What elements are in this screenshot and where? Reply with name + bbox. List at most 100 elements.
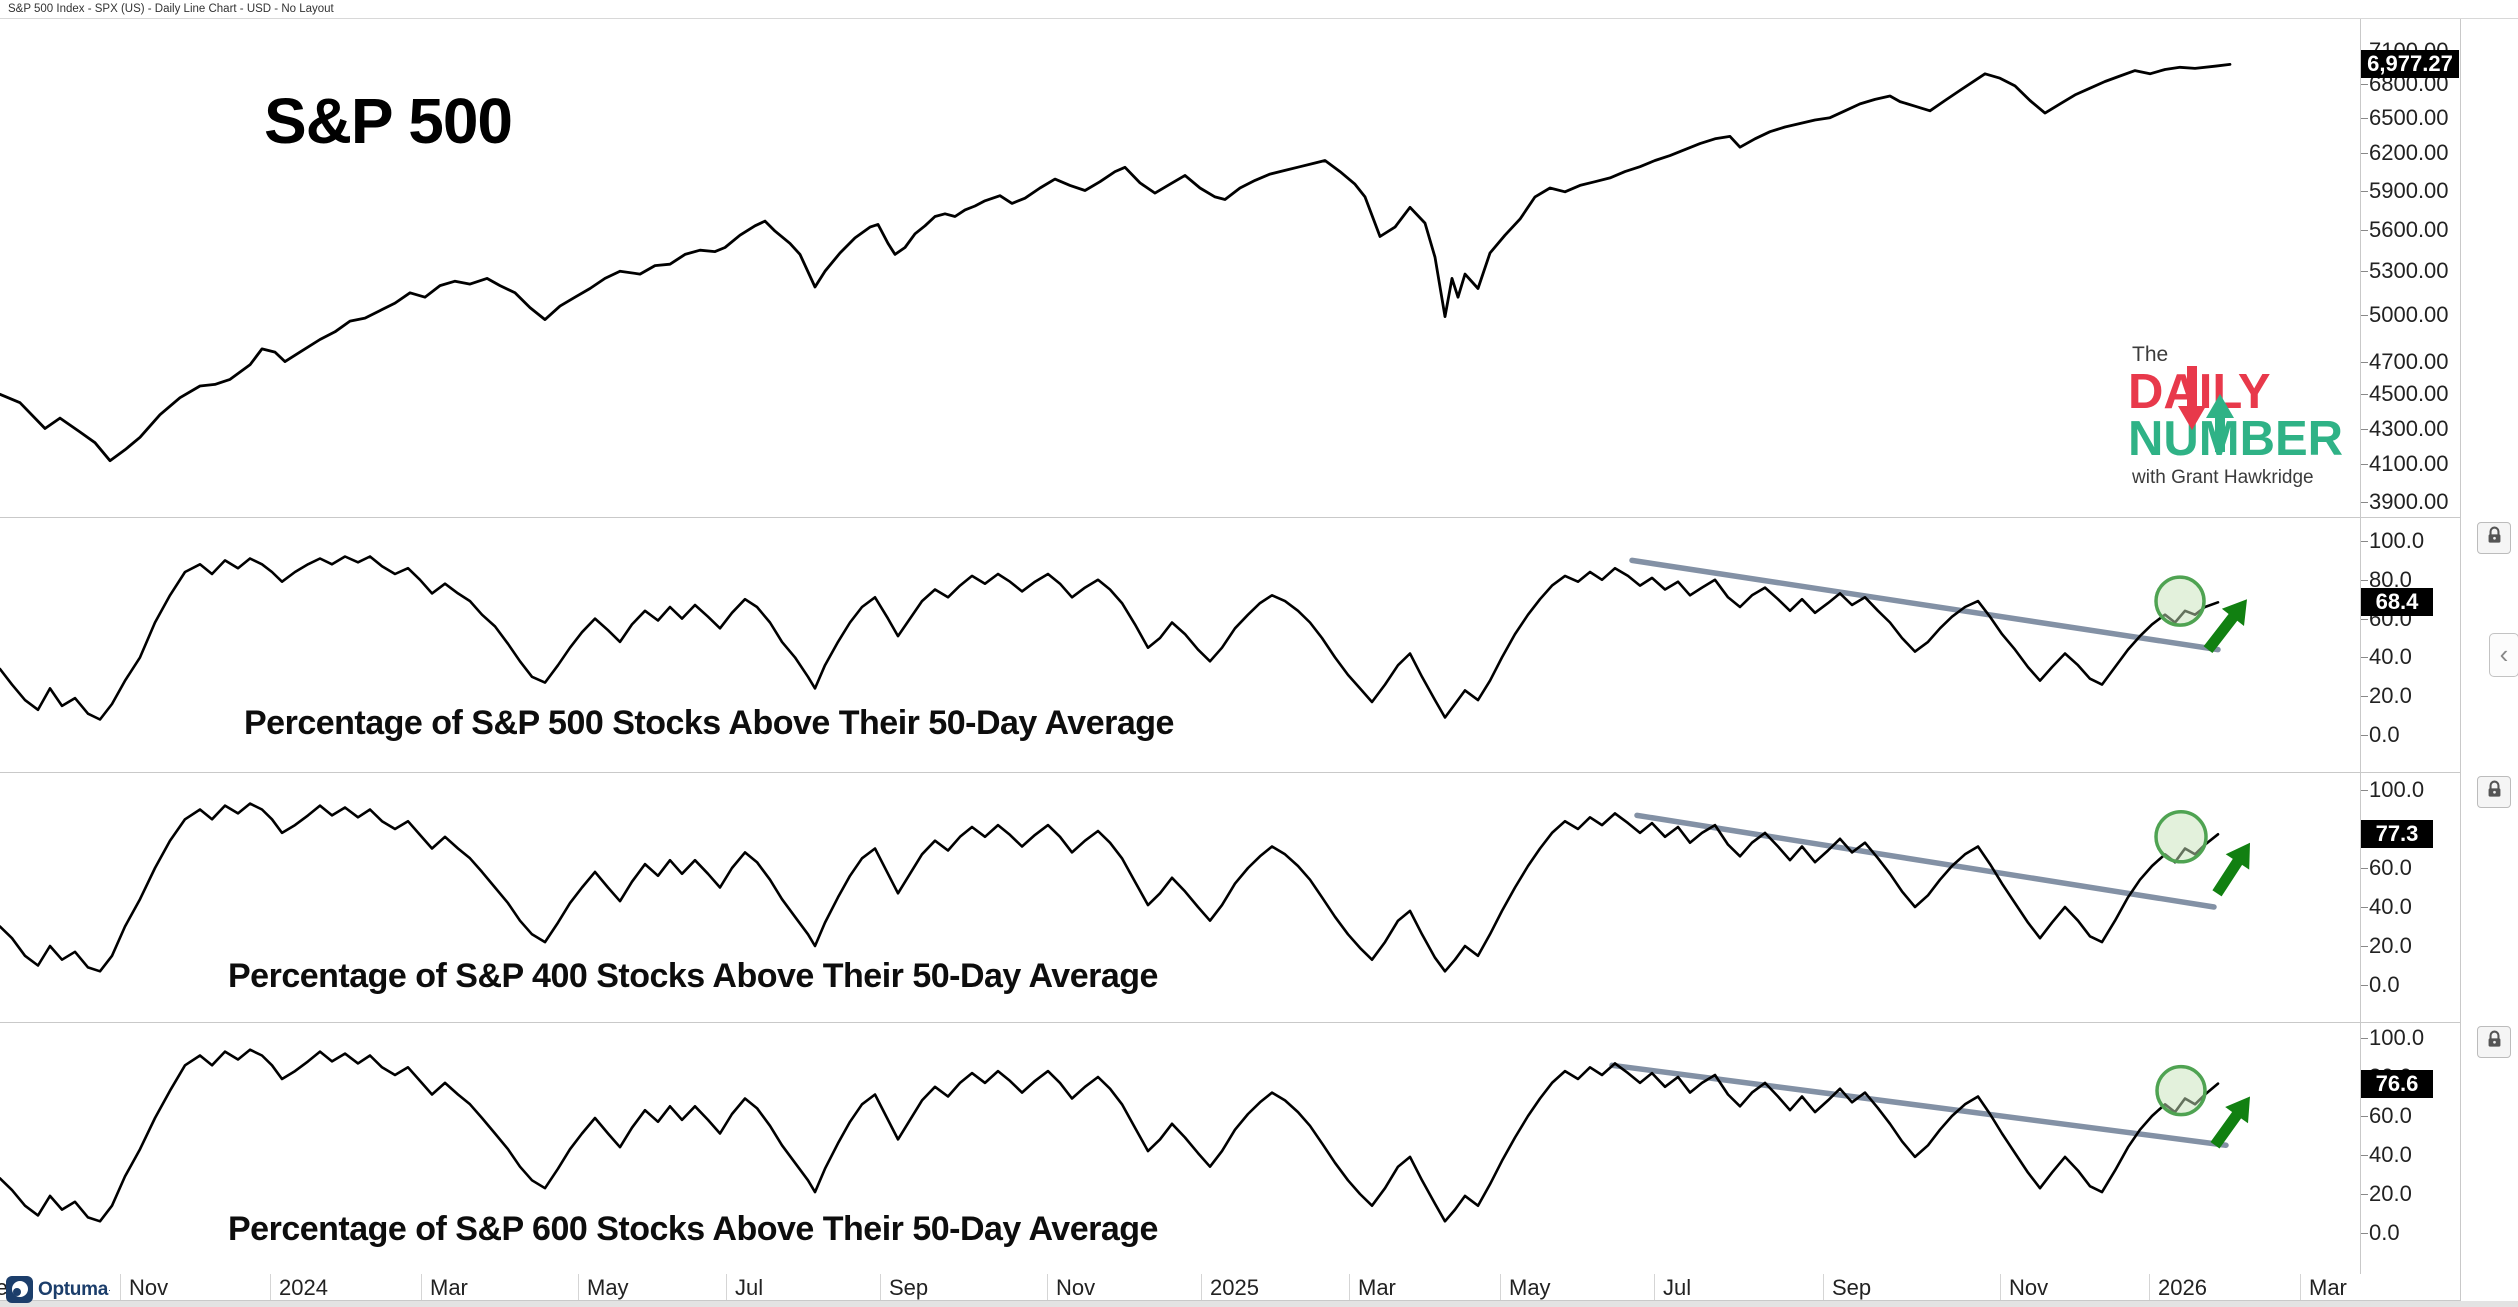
- x-axis-tick: [1500, 1274, 1501, 1300]
- y-axis-tick: [2361, 618, 2368, 620]
- axis-lock-button[interactable]: [2477, 522, 2511, 554]
- y-axis-tick-label: 5600.00: [2369, 216, 2449, 242]
- y-axis-tick-label: 60.0: [2369, 1103, 2412, 1128]
- logo-up-down-arrows-icon: [2178, 366, 2234, 452]
- value-label-breadth-sp400: 77.3: [2361, 820, 2433, 848]
- y-axis-tick: [2361, 229, 2368, 231]
- chart-title: S&P 500: [264, 85, 513, 157]
- x-axis-tick-label: May: [587, 1275, 629, 1300]
- up-arrow-annotation: [2210, 1096, 2250, 1149]
- y-axis-tick-label: 6500.00: [2369, 104, 2449, 130]
- y-axis-tick: [2361, 735, 2368, 736]
- y-axis-tick: [2361, 696, 2368, 698]
- x-axis-tick: [2300, 1274, 2301, 1300]
- logo-subtitle: with Grant Hawkridge: [2132, 467, 2314, 488]
- x-axis-tick-label: Mar: [430, 1275, 468, 1300]
- y-axis-tick-label: 5900.00: [2369, 177, 2449, 203]
- y-axis-tick-label: 4500.00: [2369, 381, 2449, 407]
- y-axis-tick-label: 5000.00: [2369, 302, 2449, 328]
- trendline-annotation: [1634, 812, 2217, 910]
- caption-breadth-sp600: Percentage of S&P 600 Stocks Above Their…: [228, 1210, 1158, 1248]
- y-axis-tick: [2361, 190, 2368, 192]
- caption-breadth-sp400: Percentage of S&P 400 Stocks Above Their…: [228, 957, 1158, 995]
- y-axis-tick: [2361, 428, 2368, 430]
- y-axis-tick: [2361, 790, 2368, 791]
- logo-number: NUMBER: [2128, 412, 2344, 466]
- y-axis-tick: [2361, 657, 2368, 659]
- up-arrow-annotation: [2203, 599, 2247, 653]
- y-axis-tick: [2361, 1038, 2368, 1039]
- y-axis-tick-label: 0.0: [2369, 722, 2400, 747]
- chevron-left-icon: ‹: [2499, 639, 2509, 669]
- optuma-icon: [6, 1276, 33, 1303]
- x-axis-tick: [1201, 1274, 1202, 1300]
- highlight-circle-annotation: [2154, 810, 2208, 864]
- x-axis[interactable]: SepNov2024MarMayJulSepNov2025MarMayJulSe…: [0, 1274, 2460, 1301]
- series-svg: [0, 63, 2232, 463]
- x-axis-tick: [880, 1274, 881, 1300]
- y-axis-tick: [2361, 117, 2368, 119]
- y-axis-tick: [2361, 464, 2368, 466]
- value-label-breadth-sp600: 76.6: [2361, 1070, 2433, 1098]
- lock-icon: [2485, 1030, 2504, 1054]
- panel-sp500-price[interactable]: [0, 18, 2460, 518]
- x-axis-tick: [1654, 1274, 1655, 1300]
- x-axis-tick-label: Mar: [2309, 1275, 2347, 1300]
- trendline-annotation: [1629, 557, 2221, 653]
- y-axis-tick-label: 100.0: [2369, 777, 2425, 802]
- series-svg: [0, 1048, 2250, 1223]
- y-axis-tick-label: 5300.00: [2369, 258, 2449, 284]
- x-axis-tick: [2149, 1274, 2150, 1300]
- y-axis-tick-label: 60.0: [2369, 855, 2412, 880]
- optuma-wordmark: Optuma: [38, 1278, 108, 1300]
- x-axis-tick: [1823, 1274, 1824, 1300]
- up-arrow-annotation: [2212, 842, 2250, 897]
- panel-breadth-sp500[interactable]: [0, 518, 2460, 773]
- lock-icon: [2485, 526, 2504, 550]
- series-svg: [0, 802, 2250, 973]
- logo-daily: DAILY: [2128, 365, 2271, 419]
- y-axis-tick: [2361, 315, 2368, 317]
- collapse-panel-button[interactable]: ‹: [2489, 633, 2518, 677]
- x-axis-tick-label: Jul: [1663, 1275, 1692, 1300]
- price-line: [0, 555, 2220, 721]
- x-axis-tick: [270, 1274, 271, 1300]
- y-axis-tick-label: 6200.00: [2369, 140, 2449, 166]
- x-axis-tick-label: Sep: [1832, 1275, 1872, 1300]
- price-label-sp500: 6,977.27: [2361, 50, 2459, 78]
- caption-breadth-sp500: Percentage of S&P 500 Stocks Above Their…: [244, 704, 1174, 742]
- panel-breadth-sp400[interactable]: [0, 772, 2460, 1023]
- y-axis-tick-label: 0.0: [2369, 972, 2400, 997]
- daily-number-logo: The DAILY NUMBER with Grant Hawkridge: [2128, 344, 2390, 487]
- x-axis-tick-label: 2024: [279, 1275, 328, 1300]
- price-line: [0, 1048, 2220, 1223]
- y-axis-tick-label: 80.0: [2369, 566, 2412, 592]
- y-axis-tick: [2361, 1233, 2368, 1234]
- y-axis-tick-label: 20.0: [2369, 683, 2412, 709]
- y-axis-tick: [2361, 83, 2368, 85]
- y-axis-tick-label: 4300.00: [2369, 415, 2449, 441]
- right-strip-border: [2460, 18, 2461, 1307]
- x-axis-tick-label: May: [1509, 1275, 1551, 1300]
- axis-lock-button[interactable]: [2477, 1026, 2511, 1058]
- y-axis-tick: [2361, 502, 2368, 503]
- bottom-scroll-strip[interactable]: [0, 1301, 2518, 1307]
- value-label-breadth-sp500: 68.4: [2361, 588, 2433, 616]
- y-axis-border: [2360, 18, 2361, 1274]
- x-axis-tick-label: Jul: [735, 1275, 764, 1300]
- x-axis-tick-label: Sep: [889, 1275, 929, 1300]
- y-axis-tick-label: 0.0: [2369, 1220, 2400, 1245]
- y-axis-tick: [2361, 579, 2368, 581]
- y-axis-tick: [2361, 1194, 2368, 1195]
- x-axis-tick-label: Nov: [129, 1275, 169, 1300]
- axis-lock-button[interactable]: [2477, 776, 2511, 808]
- y-axis-tick-label: 40.0: [2369, 644, 2412, 670]
- price-line: [0, 63, 2232, 463]
- trendline-annotation: [1609, 1062, 2229, 1148]
- price-line: [0, 802, 2220, 973]
- y-axis-tick: [2361, 946, 2368, 947]
- x-axis-tick: [2000, 1274, 2001, 1300]
- x-axis-tick-label: Nov: [2009, 1275, 2049, 1300]
- window-title: S&P 500 Index - SPX (US) - Daily Line Ch…: [0, 0, 2518, 19]
